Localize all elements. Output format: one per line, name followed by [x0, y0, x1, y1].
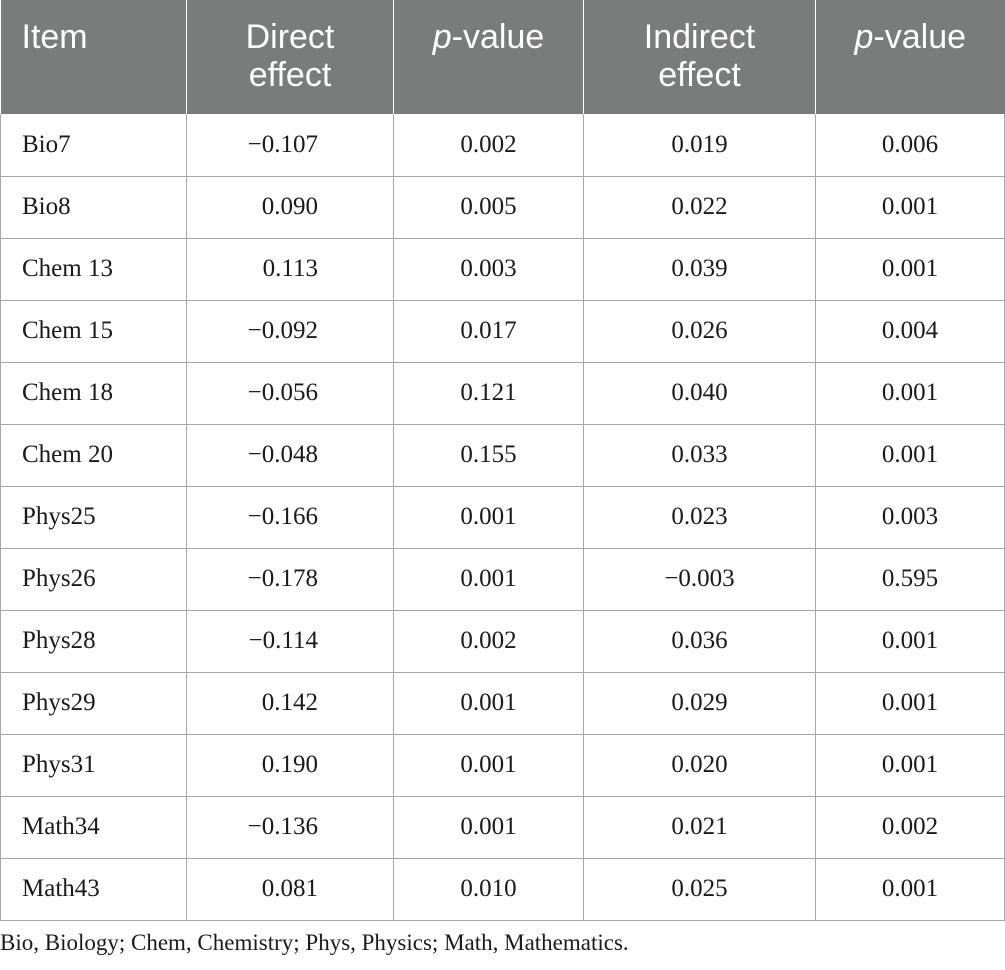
- cell-item: Phys29: [0, 671, 187, 735]
- table-row: Chem 15 −0.092 0.017 0.026 0.004: [0, 299, 1005, 363]
- table-row: Phys31 0.190 0.001 0.020 0.001: [0, 733, 1005, 797]
- cell-item: Phys31: [0, 733, 187, 797]
- cell-p-value-direct: 0.001: [393, 485, 584, 549]
- cell-direct-effect: −0.107: [186, 114, 394, 177]
- cell-direct-effect: −0.048: [186, 423, 394, 487]
- cell-direct-effect: 0.090: [186, 175, 394, 239]
- cell-direct-effect: −0.092: [186, 299, 394, 363]
- table-row: Math34 −0.136 0.001 0.021 0.002: [0, 795, 1005, 859]
- cell-p-value-direct: 0.002: [393, 114, 584, 177]
- cell-direct-effect: 0.190: [186, 733, 394, 797]
- cell-p-value-indirect: 0.003: [815, 485, 1005, 549]
- cell-p-value-indirect: 0.595: [815, 547, 1005, 611]
- effects-table-container: Item Direct effect p-value Indirect effect…: [0, 0, 1005, 921]
- table-footnote: Bio, Biology; Chem, Chemistry; Phys, Phy…: [0, 930, 629, 955]
- table-row: Chem 13 0.113 0.003 0.039 0.001: [0, 237, 1005, 301]
- cell-direct-effect: −0.178: [186, 547, 394, 611]
- cell-p-value-indirect: 0.004: [815, 299, 1005, 363]
- cell-p-value-indirect: 0.001: [815, 857, 1005, 921]
- cell-item: Chem 13: [0, 237, 187, 301]
- cell-direct-effect: −0.166: [186, 485, 394, 549]
- cell-p-value-direct: 0.003: [393, 237, 584, 301]
- table-row: Phys29 0.142 0.001 0.029 0.001: [0, 671, 1005, 735]
- header-direct-effect: Direct effect: [186, 0, 394, 114]
- cell-item: Chem 18: [0, 361, 187, 425]
- cell-p-value-direct: 0.001: [393, 671, 584, 735]
- table-row: Chem 18 −0.056 0.121 0.040 0.001: [0, 361, 1005, 425]
- cell-direct-effect: 0.113: [186, 237, 394, 301]
- cell-p-value-indirect: 0.001: [815, 423, 1005, 487]
- cell-indirect-effect: 0.040: [583, 361, 816, 425]
- cell-item: Phys25: [0, 485, 187, 549]
- cell-p-value-indirect: 0.002: [815, 795, 1005, 859]
- header-row: Item Direct effect p-value Indirect effect…: [0, 0, 1005, 114]
- header-p-value-direct: p-value: [393, 0, 584, 114]
- table-row: Chem 20 −0.048 0.155 0.033 0.001: [0, 423, 1005, 487]
- cell-indirect-effect: 0.033: [583, 423, 816, 487]
- cell-p-value-direct: 0.155: [393, 423, 584, 487]
- cell-p-value-direct: 0.017: [393, 299, 584, 363]
- cell-indirect-effect: 0.020: [583, 733, 816, 797]
- cell-item: Chem 15: [0, 299, 187, 363]
- table-row: Math43 0.081 0.010 0.025 0.001: [0, 857, 1005, 921]
- cell-p-value-indirect: 0.001: [815, 733, 1005, 797]
- cell-indirect-effect: 0.029: [583, 671, 816, 735]
- cell-indirect-effect: 0.026: [583, 299, 816, 363]
- cell-item: Bio7: [0, 114, 187, 177]
- header-p-value-indirect: p-value: [815, 0, 1005, 114]
- cell-direct-effect: −0.114: [186, 609, 394, 673]
- effects-table: Item Direct effect p-value Indirect effect…: [0, 0, 1005, 921]
- cell-p-value-indirect: 0.001: [815, 361, 1005, 425]
- cell-p-value-direct: 0.001: [393, 795, 584, 859]
- cell-direct-effect: 0.142: [186, 671, 394, 735]
- cell-direct-effect: −0.136: [186, 795, 394, 859]
- header-item: Item: [0, 0, 187, 114]
- table-row: Phys28 −0.114 0.002 0.036 0.001: [0, 609, 1005, 673]
- cell-p-value-direct: 0.005: [393, 175, 584, 239]
- cell-item: Math43: [0, 857, 187, 921]
- cell-p-value-indirect: 0.001: [815, 671, 1005, 735]
- cell-direct-effect: −0.056: [186, 361, 394, 425]
- cell-indirect-effect: 0.023: [583, 485, 816, 549]
- cell-p-value-indirect: 0.006: [815, 114, 1005, 177]
- cell-p-value-indirect: 0.001: [815, 237, 1005, 301]
- cell-indirect-effect: 0.022: [583, 175, 816, 239]
- cell-p-value-direct: 0.001: [393, 733, 584, 797]
- cell-item: Phys28: [0, 609, 187, 673]
- cell-p-value-direct: 0.121: [393, 361, 584, 425]
- cell-direct-effect: 0.081: [186, 857, 394, 921]
- table-row: Phys25 −0.166 0.001 0.023 0.003: [0, 485, 1005, 549]
- header-indirect-effect: Indirect effect: [583, 0, 816, 114]
- cell-indirect-effect: 0.039: [583, 237, 816, 301]
- cell-p-value-direct: 0.002: [393, 609, 584, 673]
- table-header: Item Direct effect p-value Indirect effect…: [0, 0, 1005, 114]
- table-body: Bio7 −0.107 0.002 0.019 0.006 Bio8 0.090 0.005 0…: [0, 114, 1005, 921]
- cell-item: Chem 20: [0, 423, 187, 487]
- table-row: Bio7 −0.107 0.002 0.019 0.006: [0, 114, 1005, 177]
- cell-p-value-direct: 0.001: [393, 547, 584, 611]
- table-row: Phys26 −0.178 0.001 −0.003 0.595: [0, 547, 1005, 611]
- cell-indirect-effect: −0.003: [583, 547, 816, 611]
- cell-p-value-direct: 0.010: [393, 857, 584, 921]
- cell-item: Phys26: [0, 547, 187, 611]
- cell-indirect-effect: 0.025: [583, 857, 816, 921]
- cell-item: Math34: [0, 795, 187, 859]
- cell-p-value-indirect: 0.001: [815, 175, 1005, 239]
- table-row: Bio8 0.090 0.005 0.022 0.001: [0, 175, 1005, 239]
- cell-indirect-effect: 0.021: [583, 795, 816, 859]
- cell-indirect-effect: 0.036: [583, 609, 816, 673]
- cell-p-value-indirect: 0.001: [815, 609, 1005, 673]
- cell-item: Bio8: [0, 175, 187, 239]
- cell-indirect-effect: 0.019: [583, 114, 816, 177]
